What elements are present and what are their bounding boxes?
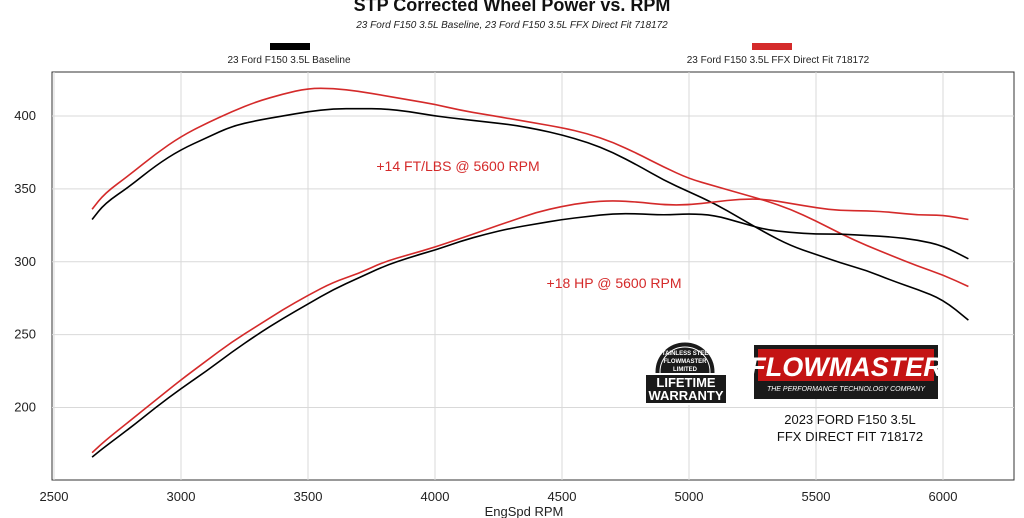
x-tick-label: 2500	[40, 489, 69, 504]
x-tick-label: 4500	[548, 489, 577, 504]
badge-limited-text: LIMITED	[673, 367, 698, 373]
badge-top-text: STAINLESS STEEL	[658, 351, 713, 357]
logo-tagline: THE PERFORMANCE TECHNOLOGY COMPANY	[767, 386, 926, 393]
x-tick-label: 4000	[421, 489, 450, 504]
warranty-badge: STAINLESS STEEL FLOWMASTER LIMITED LIFET…	[644, 339, 728, 405]
caption-line-1: 2023 FORD F150 3.5L	[784, 412, 916, 427]
chart-subtitle: 23 Ford F150 3.5L Baseline, 23 Ford F150…	[355, 20, 668, 31]
y-tick-label: 300	[14, 254, 36, 269]
badge-line2: WARRANTY	[648, 388, 723, 403]
axis-ticks: 200 250 300 350 400 2500 3000 3500 4000 4500 5000 5…	[14, 108, 957, 504]
series-line-torque-baseline	[91, 107, 969, 321]
logo-red-band	[758, 349, 934, 381]
logo-wordmark: FLOWMASTER	[749, 352, 943, 382]
x-tick-label: 5000	[675, 489, 704, 504]
y-tick-label: 350	[14, 181, 36, 196]
x-axis-label: EngSpd RPM	[485, 504, 564, 518]
badge-line1: LIFETIME	[656, 375, 716, 390]
series-line-horsepower-ffx	[91, 198, 969, 454]
annotation-torque-gain: +14 FT/LBS @ 5600 RPM	[376, 158, 539, 174]
y-tick-label: 250	[14, 327, 36, 342]
plot-frame	[51, 71, 1015, 481]
x-tick-label: 6000	[929, 489, 958, 504]
legend-label-ffx: 23 Ford F150 3.5L FFX Direct Fit 718172	[687, 55, 870, 66]
series-lines	[91, 87, 969, 458]
caption-line-2: FFX DIRECT FIT 718172	[777, 429, 923, 444]
x-tick-label: 5500	[802, 489, 831, 504]
chart-title: STP Corrected Wheel Power vs. RPM	[354, 0, 671, 15]
legend-swatch-ffx	[752, 43, 792, 50]
legend: 23 Ford F150 3.5L Baseline 23 Ford F150 …	[227, 43, 870, 66]
y-tick-label: 200	[14, 400, 36, 415]
series-line-torque-ffx	[91, 87, 969, 288]
annotation-hp-gain: +18 HP @ 5600 RPM	[547, 275, 682, 291]
legend-label-baseline: 23 Ford F150 3.5L Baseline	[227, 55, 350, 66]
badge-brand-text: FLOWMASTER	[664, 359, 708, 365]
series-line-horsepower-baseline	[91, 212, 969, 458]
y-tick-label: 400	[14, 108, 36, 123]
badge-banner	[644, 373, 728, 405]
x-tick-label: 3000	[167, 489, 196, 504]
legend-swatch-baseline	[270, 43, 310, 50]
x-tick-label: 3500	[294, 489, 323, 504]
flowmaster-logo: FLOWMASTER THE PERFORMANCE TECHNOLOGY CO…	[749, 345, 943, 399]
